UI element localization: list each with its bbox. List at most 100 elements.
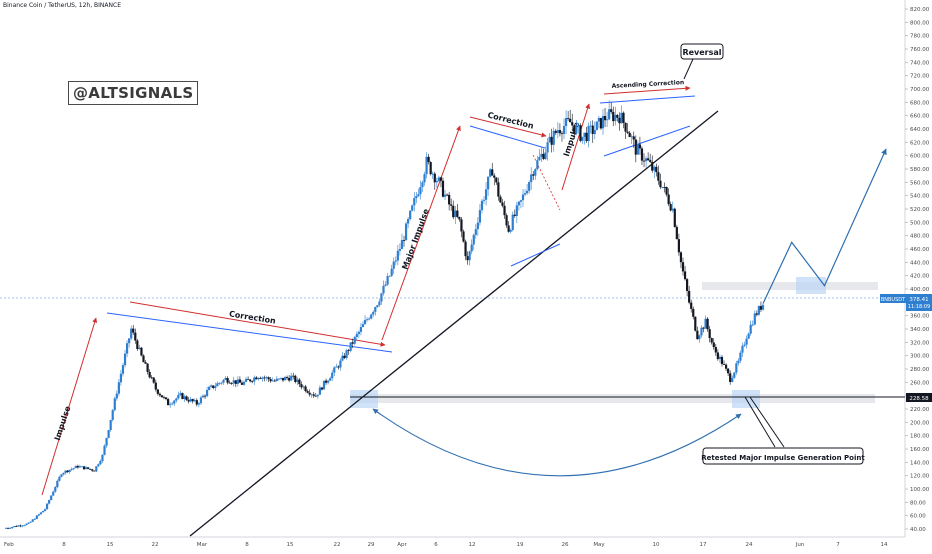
impulse-2-arrow: [561, 103, 591, 191]
candle-body: [745, 338, 748, 345]
candle-body: [390, 268, 393, 276]
candle-body: [562, 125, 566, 135]
candle-body: [179, 393, 182, 395]
candle-body: [29, 521, 32, 523]
candle-body: [353, 337, 356, 344]
candle-body: [304, 386, 307, 392]
candle-body: [285, 377, 289, 379]
candle-body: [249, 379, 252, 382]
reversal-label: Reversal: [682, 48, 721, 57]
candle-body: [164, 397, 168, 400]
candle-body: [642, 160, 646, 162]
candle-body: [714, 347, 717, 353]
candle-body: [491, 169, 494, 176]
candle-body: [749, 324, 752, 334]
candle-body: [68, 469, 71, 472]
candle-body: [123, 353, 127, 366]
candle-body: [273, 380, 276, 382]
candle-body: [647, 158, 650, 161]
candle-body: [489, 169, 492, 177]
candle-body: [482, 199, 486, 201]
candle-body: [523, 193, 527, 195]
ascending-correction-arrow: [603, 85, 691, 95]
candle-body: [181, 393, 184, 399]
price-tick-label: 480.00: [910, 234, 930, 240]
candle-body: [632, 136, 635, 140]
candle-body: [552, 130, 555, 145]
symbol-tag-badge: [880, 294, 906, 303]
candle-body: [175, 398, 178, 401]
candle-body: [322, 380, 326, 390]
candle-body: [150, 377, 153, 379]
time-tick-label: 8: [245, 542, 249, 548]
candle-body: [296, 379, 299, 382]
candle-body: [493, 175, 496, 178]
ascending-trendline: [189, 110, 719, 537]
candle-body: [605, 119, 609, 121]
candle-body: [480, 200, 484, 211]
candle-body: [173, 400, 176, 404]
candle-body: [589, 125, 592, 127]
candle-body: [128, 338, 131, 344]
time-axis-ticks: Feb 8 15 22 Mar 8 15 22 29 Apr 6 12 19 26 May 10 17 24 Jun…: [4, 542, 888, 548]
support-price-label: 228.58: [909, 396, 929, 402]
candle-body: [462, 231, 465, 242]
time-tick-label: 22: [334, 542, 341, 548]
candle-body: [638, 144, 642, 149]
price-tick-label: 200.00: [910, 420, 930, 426]
candle-body: [591, 125, 594, 135]
candle-body: [712, 342, 715, 348]
candle-body: [275, 378, 278, 382]
time-tick-label: Feb: [4, 542, 14, 548]
candle-body: [663, 187, 666, 188]
candle-body: [21, 525, 24, 527]
candle-body: [341, 355, 344, 361]
impulse-label: Impulse: [53, 404, 73, 441]
correction-2-arrow: [469, 116, 547, 138]
candle-body: [554, 130, 557, 133]
candle-body: [443, 194, 447, 197]
candle-body: [140, 347, 143, 356]
price-tick-label: 140.00: [910, 460, 930, 466]
candle-body: [203, 395, 207, 397]
candle-body: [671, 208, 674, 211]
candle-body: [636, 144, 639, 155]
candle-body: [398, 249, 402, 251]
candle-body: [567, 117, 570, 119]
candle-body: [41, 510, 45, 513]
retest-curve-arrow: [372, 408, 742, 477]
candle-body: [308, 392, 311, 395]
candle-body: [167, 399, 170, 406]
candle-body: [281, 377, 285, 381]
price-tick-label: 160.00: [910, 447, 930, 453]
candle-body: [542, 153, 545, 159]
candle-body: [265, 377, 268, 379]
candle-body: [76, 465, 79, 468]
candle-body: [314, 395, 317, 397]
candle-body: [437, 177, 440, 181]
candle-body: [89, 468, 92, 470]
candle-body: [232, 380, 235, 384]
candle-body: [97, 464, 100, 467]
candle-body: [388, 275, 391, 277]
candle-body: [136, 340, 139, 349]
time-tick-label: 12: [469, 542, 476, 548]
candle-body: [333, 367, 336, 373]
candle-body: [109, 419, 112, 431]
candle-body: [729, 373, 732, 382]
candle-body: [564, 117, 568, 126]
candle-body: [624, 122, 627, 132]
candle-body: [686, 279, 689, 291]
price-tick-label: 620.00: [910, 140, 930, 146]
price-tick-label: 520.00: [910, 207, 930, 213]
candle-body: [755, 313, 758, 315]
candle-body: [757, 306, 760, 315]
candle-body: [197, 403, 200, 405]
candle-body: [579, 125, 582, 141]
candle-body: [474, 229, 477, 235]
candle-body: [575, 125, 578, 134]
candle-body: [72, 468, 75, 469]
time-tick-label: 19: [517, 542, 524, 548]
